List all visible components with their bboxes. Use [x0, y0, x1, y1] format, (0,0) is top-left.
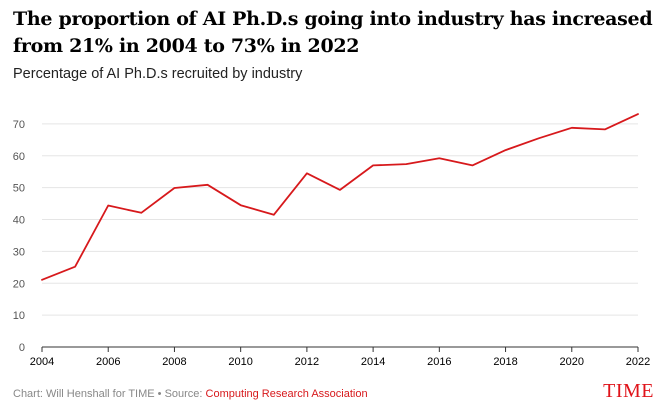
source-link[interactable]: Computing Research Association [205, 388, 368, 400]
series-line [41, 113, 639, 281]
y-tick-label: 40 [13, 215, 25, 227]
chart-footer: Chart: Will Henshall for TIME • Source: … [13, 388, 368, 400]
x-tick-labels: 2004 2006 2008 2010 2012 2014 2016 2018 2020 2022 [30, 356, 650, 368]
chart-subtitle: Percentage of AI Ph.D.s recruited by ind… [13, 66, 303, 82]
time-logo: TIME [603, 380, 654, 402]
y-tick-labels: 0 10 20 30 40 50 60 70 [13, 119, 25, 354]
y-tick-label: 50 [13, 183, 25, 195]
y-grid [42, 123, 638, 316]
x-tick-label: 2010 [228, 356, 252, 368]
x-tick-label: 2022 [626, 356, 650, 368]
x-tick-label: 2004 [30, 356, 54, 368]
line-chart: 0 10 20 30 40 50 60 70 2004 2006 2008 2010 2012 2014… [13, 113, 650, 368]
y-tick-label: 70 [13, 119, 25, 131]
x-tick-label: 2016 [427, 356, 451, 368]
x-tick-label: 2014 [361, 356, 385, 368]
series-lines [41, 113, 639, 281]
y-tick-label: 0 [19, 342, 25, 354]
credit-text: Chart: Will Henshall for TIME • Source: [13, 388, 206, 400]
y-tick-label: 60 [13, 151, 25, 163]
y-tick-label: 10 [13, 310, 25, 322]
y-tick-label: 30 [13, 246, 25, 258]
x-tick-marks [41, 347, 639, 352]
x-tick-label: 2006 [96, 356, 120, 368]
x-tick-label: 2012 [295, 356, 319, 368]
x-tick-label: 2018 [493, 356, 517, 368]
y-tick-label: 20 [13, 278, 25, 290]
chart-title: The proportion of AI Ph.D.s going into i… [13, 8, 653, 57]
x-tick-label: 2020 [560, 356, 584, 368]
x-tick-label: 2008 [162, 356, 186, 368]
